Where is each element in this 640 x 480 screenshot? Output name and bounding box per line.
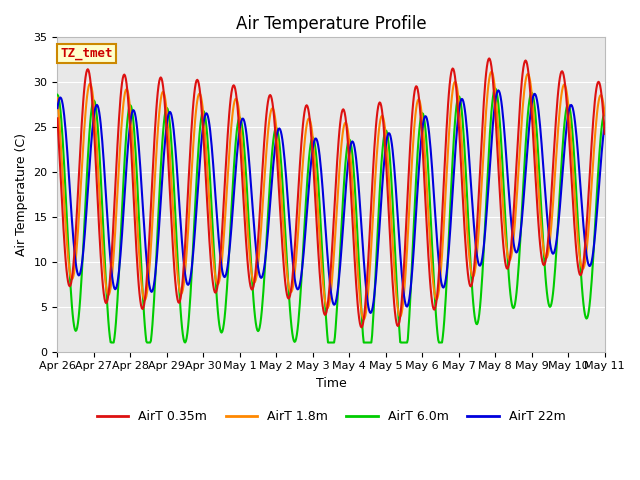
X-axis label: Time: Time [316,377,346,390]
Y-axis label: Air Temperature (C): Air Temperature (C) [15,133,28,256]
Title: Air Temperature Profile: Air Temperature Profile [236,15,426,33]
Text: TZ_tmet: TZ_tmet [60,47,113,60]
Legend: AirT 0.35m, AirT 1.8m, AirT 6.0m, AirT 22m: AirT 0.35m, AirT 1.8m, AirT 6.0m, AirT 2… [92,405,570,428]
